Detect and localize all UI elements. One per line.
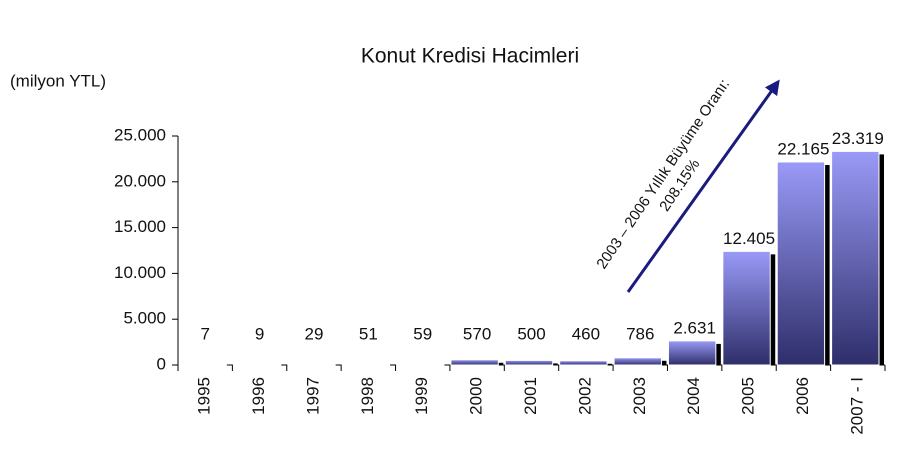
x-tick-label: 1998	[358, 377, 377, 415]
x-tick-label: 1999	[412, 377, 431, 415]
bar-shadow	[715, 343, 721, 365]
bar	[722, 250, 771, 366]
value-label: 51	[359, 324, 378, 343]
x-tick-label: 2002	[575, 377, 594, 415]
value-label: 9	[255, 324, 264, 343]
bar	[613, 357, 662, 366]
chart-title: Konut Kredisi Hacimleri	[361, 45, 579, 68]
x-tick-label: 1995	[195, 377, 214, 415]
x-tick-label: 1997	[303, 377, 322, 415]
value-label: 2.631	[673, 318, 716, 337]
bar	[776, 161, 826, 366]
y-axis-label: (milyon YTL)	[10, 71, 106, 90]
x-tick-label: 2005	[739, 377, 758, 415]
x-tick-label: 1996	[249, 377, 268, 415]
value-label: 570	[463, 324, 491, 343]
value-label: 59	[413, 324, 432, 343]
bar	[504, 359, 554, 366]
bar	[831, 150, 880, 366]
bar-shadow	[824, 164, 830, 365]
bar-shadow	[552, 363, 558, 365]
x-tick-label: 2000	[467, 377, 486, 415]
y-tick-label: 5.000	[123, 309, 166, 328]
y-tick-label: 10.000	[114, 263, 166, 282]
x-tick-label: 2001	[521, 377, 540, 415]
value-label: 500	[517, 324, 545, 343]
bar-shadow	[661, 360, 667, 365]
bar	[396, 363, 445, 366]
x-tick-label: 2006	[793, 377, 812, 415]
bar-shadow	[879, 154, 884, 365]
bar-shadow	[770, 254, 776, 365]
value-label: 460	[572, 324, 600, 343]
y-tick-label: 0	[157, 354, 166, 373]
value-label: 7	[200, 324, 209, 343]
bar-shadow	[607, 363, 613, 365]
value-label: 786	[626, 324, 654, 343]
growth-arrow	[626, 79, 780, 293]
y-tick-label: 25.000	[114, 125, 166, 144]
bar	[450, 359, 499, 366]
x-tick-label: 2003	[630, 377, 649, 415]
value-label: 23.319	[832, 129, 884, 148]
bar-shadow	[498, 362, 504, 365]
x-tick-label: 2004	[684, 377, 703, 415]
value-label: 29	[305, 324, 324, 343]
x-tick-label: 2007 - I	[847, 377, 866, 435]
bar	[559, 360, 608, 366]
value-label: 12.405	[723, 229, 775, 248]
value-label: 22.165	[777, 139, 829, 158]
y-tick-label: 15.000	[114, 217, 166, 236]
y-tick-label: 20.000	[114, 171, 166, 190]
bar	[667, 340, 717, 366]
